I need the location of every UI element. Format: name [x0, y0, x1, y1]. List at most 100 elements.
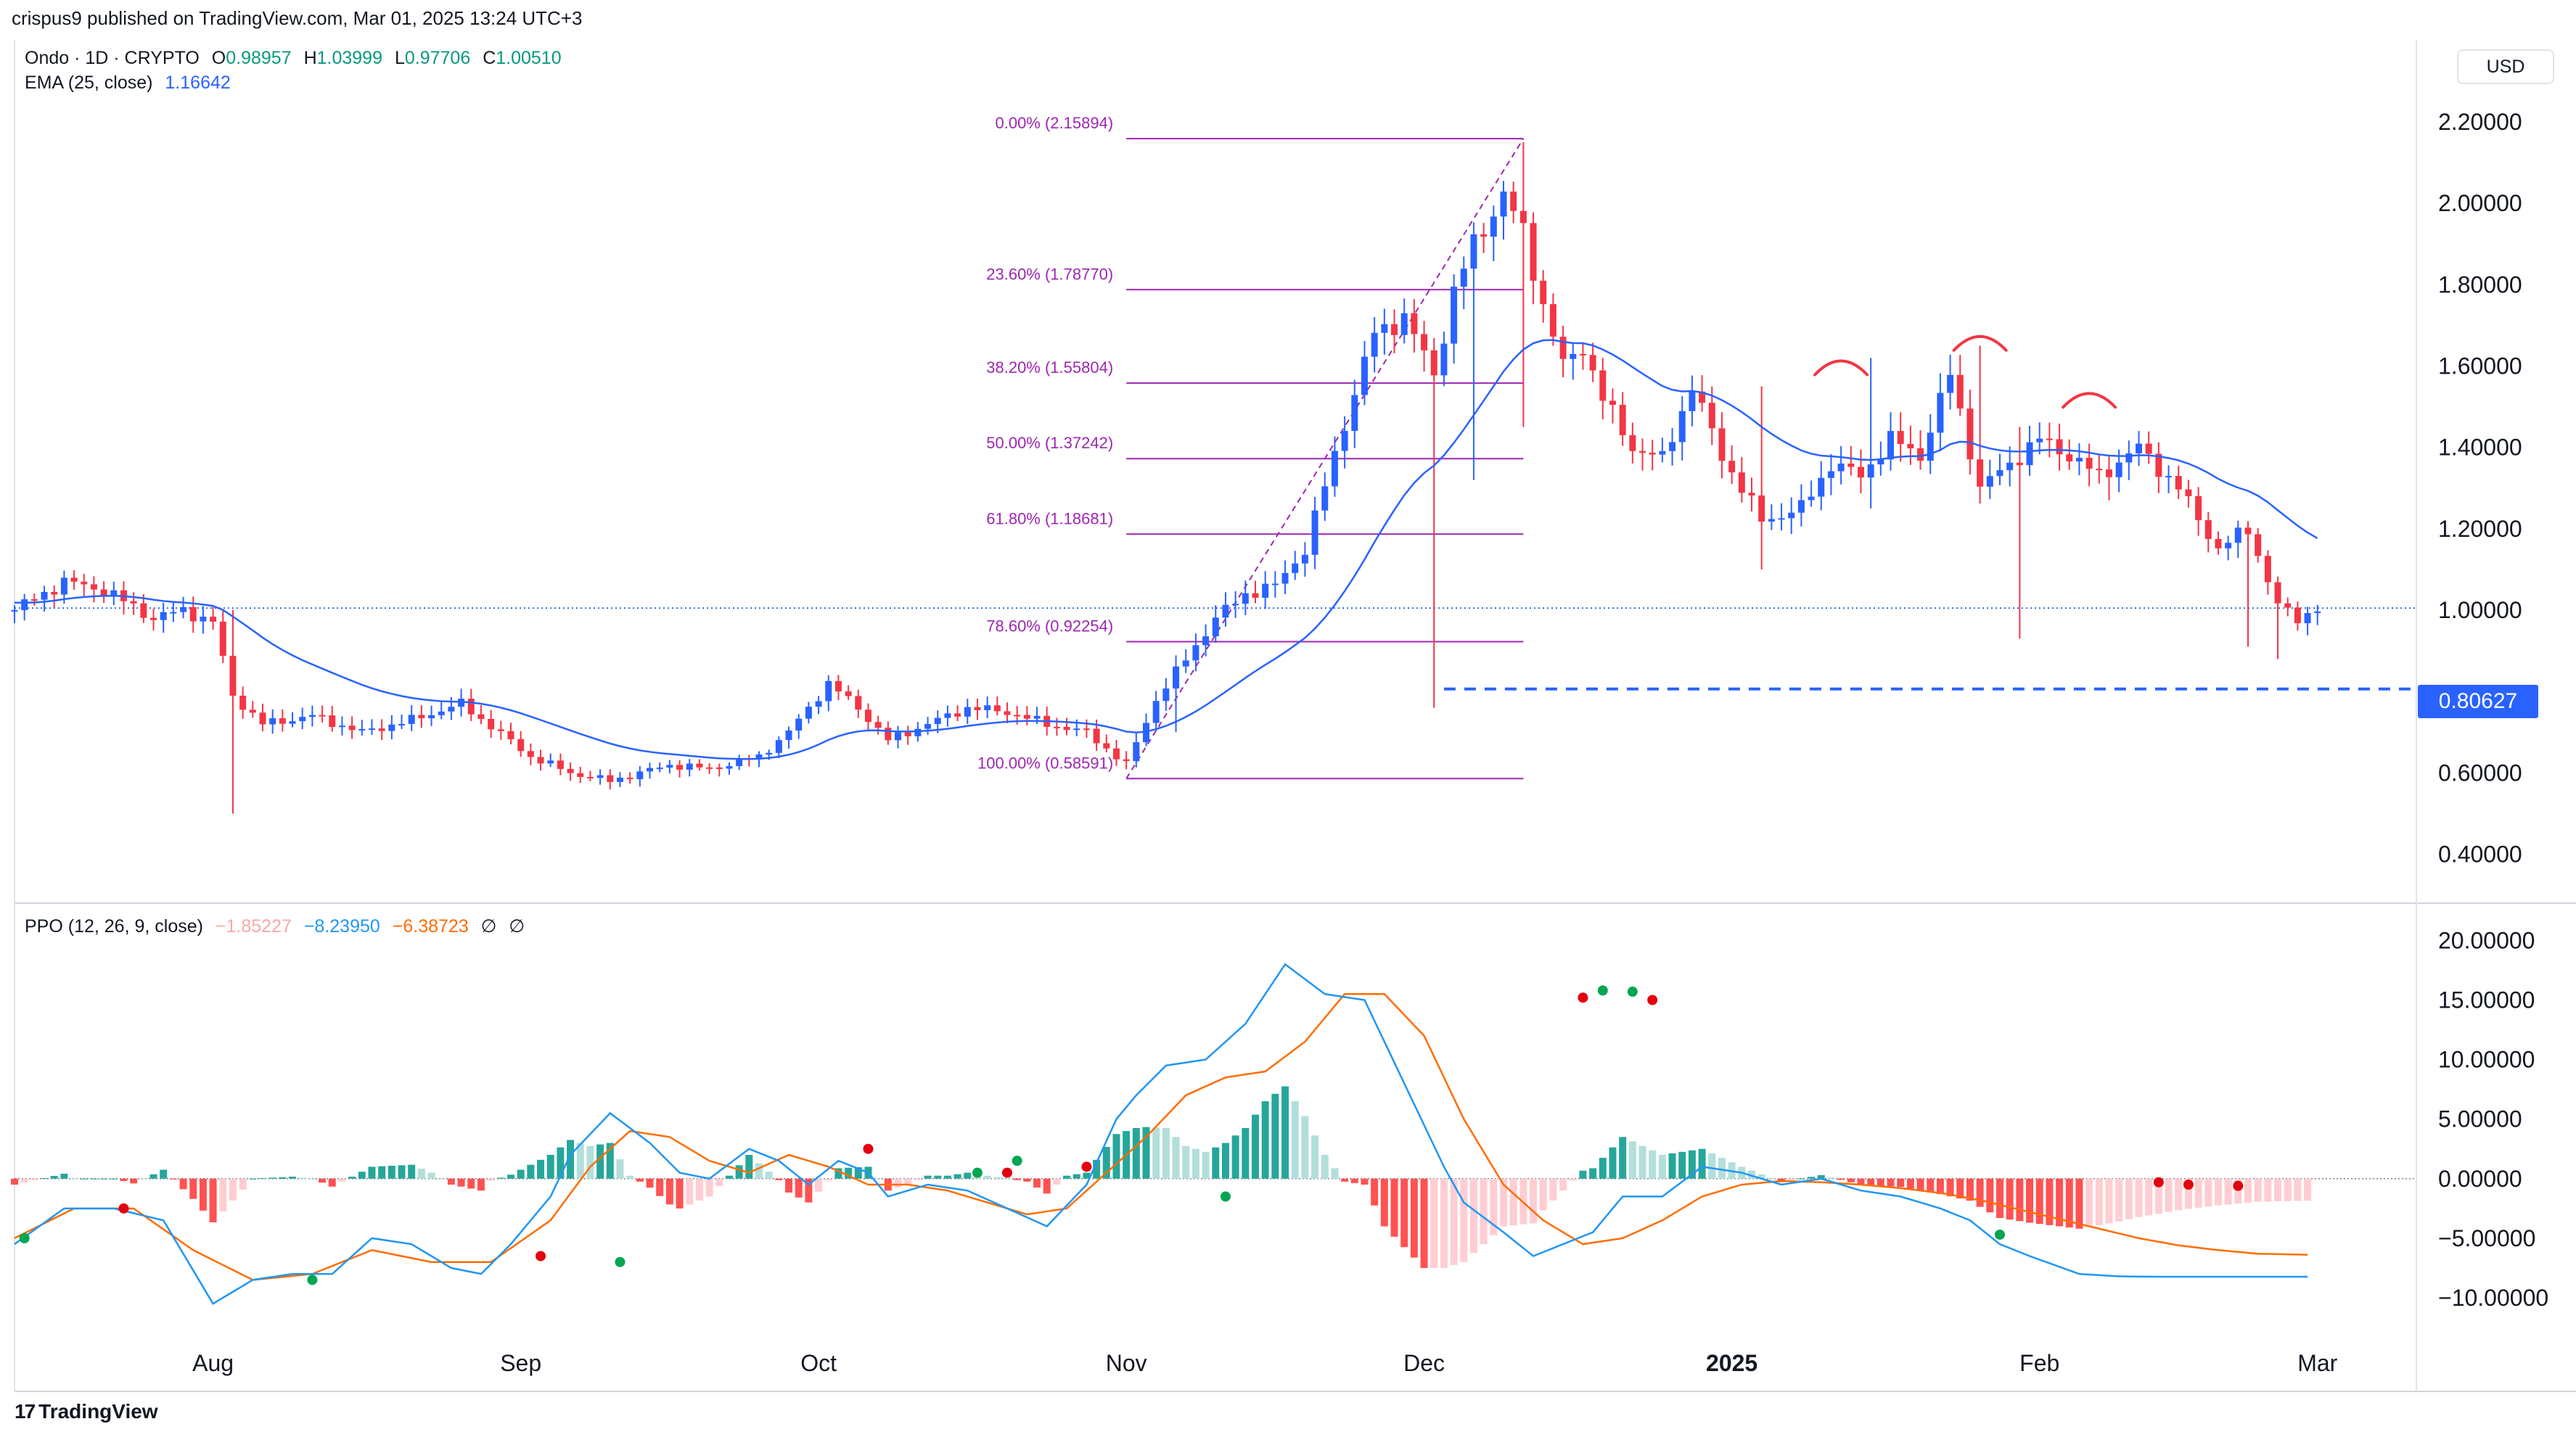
- candle-body: [1381, 324, 1388, 333]
- candle-body: [110, 590, 118, 596]
- candle-body: [1311, 510, 1318, 555]
- ppo-histogram-bar: [2274, 1178, 2282, 1202]
- candle-body: [706, 767, 713, 769]
- pattern-arc: [2062, 392, 2117, 409]
- ppo-histogram-bar: [507, 1174, 514, 1179]
- ppo-histogram-bar: [1936, 1178, 1944, 1195]
- ppo-histogram-bar: [2194, 1178, 2202, 1208]
- fib-level-label: 0.00% (2.15894): [995, 114, 1113, 132]
- candle-body: [1956, 374, 1964, 409]
- ppo-cross-dot: [1012, 1156, 1022, 1166]
- ppo-histogram-bar: [953, 1174, 961, 1179]
- price-tick-label: 1.80000: [2438, 271, 2522, 297]
- ppo-histogram-bar: [1191, 1148, 1199, 1179]
- ppo-histogram-bar: [319, 1178, 327, 1183]
- ppo-histogram-bar: [1628, 1141, 1636, 1179]
- reference-line: [15, 607, 2416, 1180]
- ppo-legend[interactable]: PPO (12, 26, 9, close) −1.85227 −8.23950…: [25, 915, 532, 937]
- candle-body: [348, 725, 356, 731]
- ppo-histogram-bar: [427, 1172, 435, 1179]
- price-axis[interactable]: 2.20000 2.00000 1.80000 1.60000 1.40000 1.200…: [2438, 109, 2522, 868]
- ppo-histogram-bar: [596, 1144, 604, 1179]
- candle-body: [2075, 458, 2083, 462]
- ppo-label[interactable]: PPO (12, 26, 9, close): [25, 916, 203, 937]
- candle-body: [60, 577, 67, 595]
- ppo-histogram-bar: [368, 1166, 376, 1179]
- ppo-cross-dot: [536, 1251, 546, 1262]
- ppo-histogram-bar: [1787, 1178, 1795, 1181]
- ppo-histogram-bar: [2154, 1178, 2162, 1214]
- ppo-histogram-bar: [189, 1178, 197, 1199]
- candle-body: [2046, 438, 2053, 440]
- candle-body: [2155, 453, 2162, 477]
- ppo-histogram-bar: [1093, 1159, 1101, 1179]
- ema-label[interactable]: EMA (25, close): [25, 73, 153, 93]
- candle-body: [1917, 448, 1924, 461]
- ppo-histogram-bar: [1619, 1137, 1627, 1179]
- ppo-histogram-bar: [626, 1175, 634, 1179]
- ppo-histogram-bar: [755, 1163, 763, 1179]
- currency-selector[interactable]: USD: [2457, 49, 2554, 84]
- candle-body: [785, 731, 792, 741]
- ema-polyline: [14, 339, 2318, 760]
- ppo-histogram-bar: [1102, 1146, 1110, 1179]
- candle-body: [1778, 518, 1785, 520]
- ppo-histogram-bar: [1004, 1178, 1011, 1180]
- symbol-title[interactable]: Ondo · 1D · CRYPTO: [25, 48, 200, 68]
- ppo-histogram-bar: [2294, 1178, 2302, 1201]
- ppo-histogram-bar: [20, 1178, 28, 1182]
- candle-body: [1451, 287, 1458, 344]
- candle-body: [497, 729, 504, 731]
- candle-body: [2204, 520, 2212, 540]
- candle-body: [2244, 527, 2252, 535]
- candle-body: [924, 724, 932, 729]
- candle-body: [2225, 543, 2232, 548]
- ppo-main-line: [14, 963, 2308, 1305]
- ppo-histogram-bar: [1361, 1178, 1369, 1185]
- fib-level-label: 23.60% (1.78770): [986, 265, 1113, 283]
- ppo-histogram-bar: [1053, 1178, 1061, 1185]
- candle-body: [2096, 469, 2103, 471]
- candle-body: [904, 732, 911, 736]
- ppo-histogram-bar: [1112, 1134, 1120, 1179]
- candle-body: [636, 771, 644, 780]
- ppo-histogram-bar: [537, 1159, 545, 1179]
- candle-body: [1699, 391, 1706, 403]
- time-tick-label: Oct: [800, 1350, 837, 1376]
- support-price-tag[interactable]: 0.80627: [2418, 685, 2538, 718]
- candle-body: [766, 752, 773, 755]
- candle-body: [2165, 476, 2173, 478]
- candle-body: [1133, 742, 1140, 762]
- candle-body: [259, 712, 266, 725]
- ppo-histogram-bar: [1083, 1172, 1091, 1179]
- ppo-histogram-bar: [557, 1147, 565, 1179]
- ppo-histogram-bar: [2065, 1178, 2073, 1228]
- candle-body: [1797, 500, 1805, 513]
- candle-body: [21, 599, 28, 611]
- ppo-histogram-bar: [2145, 1178, 2153, 1216]
- ppo-lines: [14, 963, 2308, 1305]
- fibonacci-retracement[interactable]: 0.00% (2.15894) 23.60% (1.78770) 38.20% (1…: [977, 114, 1525, 780]
- ppo-histogram-bar: [1311, 1135, 1319, 1179]
- ppo-cross-dot: [1578, 992, 1588, 1003]
- ppo-histogram-bar: [289, 1177, 297, 1179]
- candle-body: [1937, 392, 1944, 433]
- ppo-histogram-bar: [149, 1174, 157, 1179]
- ppo-histogram-bar: [993, 1177, 1001, 1179]
- ppo-cross-dot: [1995, 1229, 2005, 1240]
- candle-body: [279, 718, 286, 724]
- candle-body: [2006, 462, 2014, 471]
- candle-body: [1639, 450, 1646, 453]
- candle-body: [1103, 743, 1110, 749]
- candle-body: [319, 715, 326, 717]
- ppo-cross-dot: [307, 1275, 318, 1285]
- tradingview-footer[interactable]: 17 TradingView: [15, 1400, 158, 1423]
- ema-legend[interactable]: EMA (25, close) 1.16642: [25, 73, 238, 94]
- ppo-histogram-bar: [1152, 1127, 1160, 1179]
- time-axis[interactable]: Aug Sep Oct Nov Dec 2025 Feb Mar: [192, 1350, 2338, 1376]
- candle-body: [1083, 728, 1090, 731]
- ppo-axis[interactable]: 20.00000 15.00000 10.00000 5.00000 0.00000 −5…: [2438, 927, 2548, 1311]
- candle-body: [1669, 442, 1676, 451]
- symbol-legend[interactable]: Ondo · 1D · CRYPTO O0.98957 H1.03999 L0.…: [25, 48, 569, 69]
